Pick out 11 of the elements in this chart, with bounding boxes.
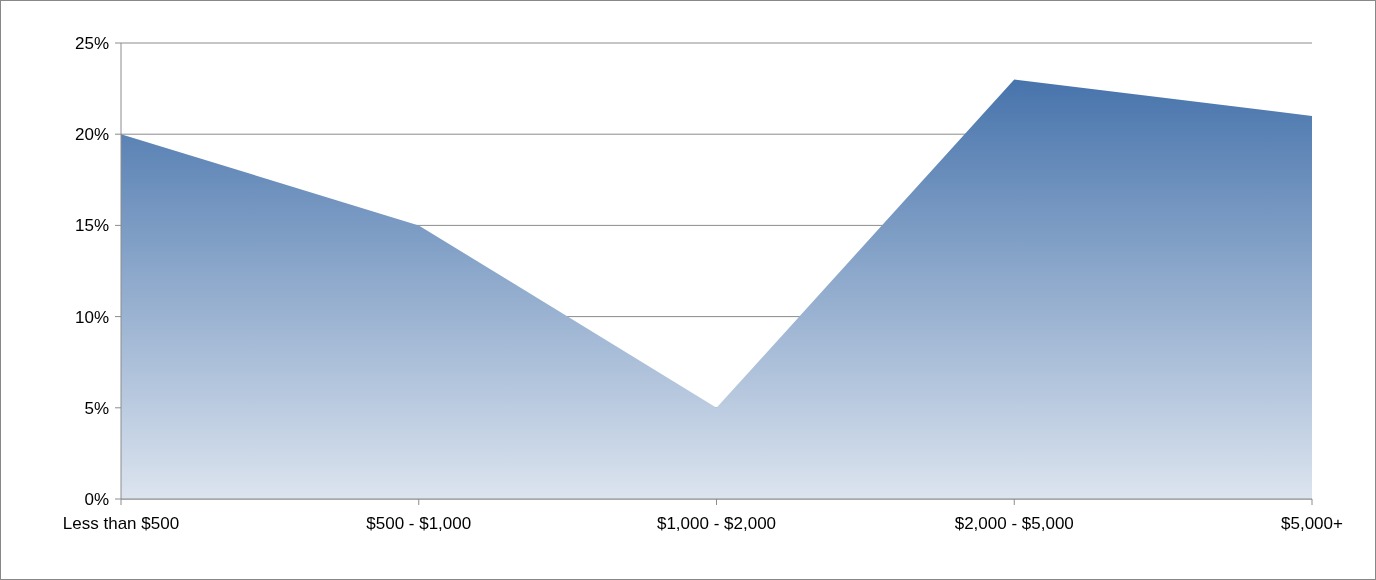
y-tick-label: 15% bbox=[74, 216, 109, 236]
x-tick-label: $500 - $1,000 bbox=[366, 514, 472, 533]
y-tick-label: 25% bbox=[74, 33, 109, 53]
x-tick-label: $2,000 - $5,000 bbox=[954, 514, 1074, 533]
x-tick-label: $5,000+ bbox=[1281, 514, 1344, 533]
y-tick-label: 5% bbox=[84, 398, 109, 418]
y-tick-label: 0% bbox=[84, 489, 109, 509]
x-tick-label: $1,000 - $2,000 bbox=[656, 514, 777, 533]
x-tick-label: Less than $500 bbox=[62, 514, 180, 533]
y-tick-label: 10% bbox=[74, 307, 109, 327]
y-tick-label: 20% bbox=[74, 125, 109, 145]
